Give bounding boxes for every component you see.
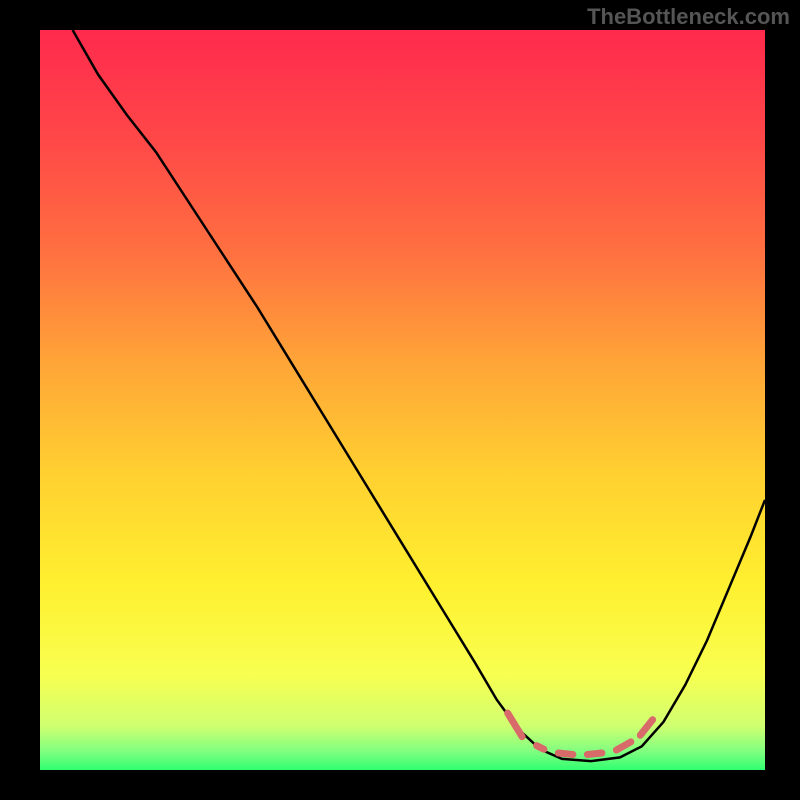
bottleneck-curve xyxy=(73,30,765,761)
chart-container: TheBottleneck.com xyxy=(0,0,800,800)
curve-layer xyxy=(40,30,765,770)
plot-area xyxy=(40,30,765,770)
highlight-segment xyxy=(508,713,653,754)
watermark-text: TheBottleneck.com xyxy=(587,4,790,30)
